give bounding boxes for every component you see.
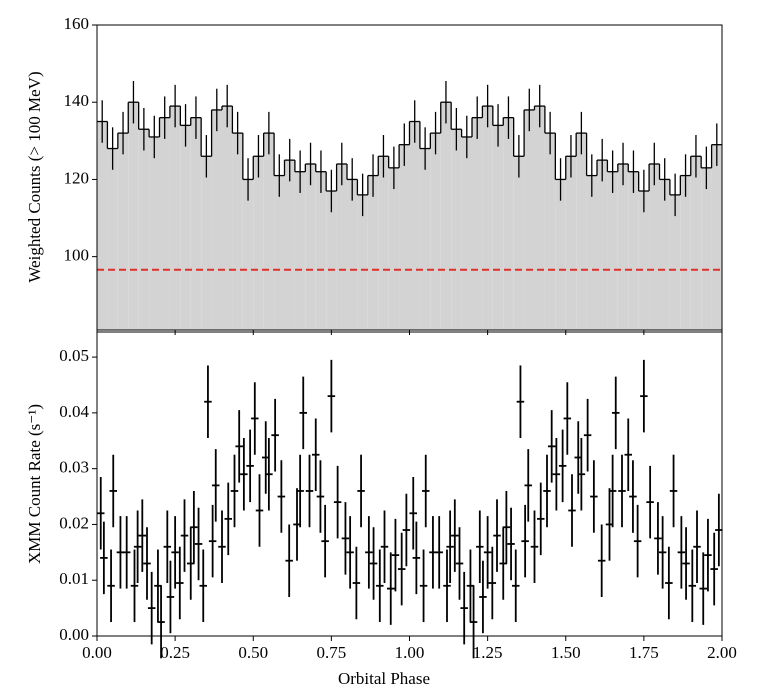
- bar-fill: [617, 163, 629, 330]
- bar-fill: [190, 117, 202, 330]
- bar-fill: [419, 148, 431, 330]
- y-axis-label: XMM Count Rate (s⁻¹): [25, 404, 44, 564]
- bar-fill: [430, 133, 441, 330]
- bar-fill: [180, 125, 191, 330]
- x-tick-label: 0.75: [317, 643, 347, 662]
- bar-fill: [638, 191, 650, 330]
- bar-fill: [513, 156, 525, 330]
- bar-fill: [451, 129, 462, 330]
- y-tick-label: 0.05: [59, 346, 89, 365]
- bar-fill: [555, 179, 566, 330]
- bar-fill: [597, 160, 608, 330]
- y-tick-label: 0.01: [59, 569, 89, 588]
- bar-fill: [472, 117, 483, 330]
- x-tick-label: 1.25: [473, 643, 503, 662]
- bar-fill: [576, 133, 587, 330]
- bar-fill: [159, 117, 170, 330]
- bar-fill: [357, 194, 368, 330]
- x-tick-label: 0.00: [82, 643, 112, 662]
- bar-fill: [274, 175, 285, 330]
- bar-fill: [97, 121, 108, 331]
- y-tick-label: 120: [64, 168, 90, 187]
- bar-fill: [461, 136, 472, 330]
- bar-fill: [128, 102, 139, 331]
- bar-fill: [607, 171, 618, 330]
- y-tick-label: 100: [64, 246, 90, 265]
- bar-fill: [524, 109, 535, 330]
- x-tick-label: 0.50: [238, 643, 268, 662]
- y-tick-label: 0.04: [59, 402, 89, 421]
- bar-fill: [669, 194, 681, 330]
- bar-fill: [326, 191, 337, 330]
- x-tick-label: 1.75: [629, 643, 659, 662]
- bar-fill: [659, 179, 670, 330]
- bar-fill: [649, 163, 660, 330]
- bar-fill: [482, 106, 493, 330]
- bar-fill: [565, 156, 577, 330]
- y-tick-label: 160: [64, 14, 90, 33]
- bar-fill: [701, 167, 712, 330]
- bar-fill: [440, 102, 452, 331]
- bar-fill: [690, 156, 702, 330]
- y-axis-label: Weighted Counts (> 100 MeV): [25, 71, 44, 282]
- bar-fill: [242, 179, 254, 330]
- y-tick-label: 0.02: [59, 513, 89, 532]
- bar-fill: [503, 117, 514, 330]
- bar-fill: [544, 133, 556, 330]
- bar-fill: [305, 163, 316, 330]
- bar-fill: [378, 156, 389, 330]
- bar-fill: [149, 136, 160, 330]
- bar-fill: [211, 109, 222, 330]
- bar-fill: [169, 106, 181, 330]
- x-tick-label: 1.50: [551, 643, 581, 662]
- bar-fill: [492, 125, 504, 330]
- bar-fill: [388, 167, 400, 330]
- bar-fill: [399, 144, 410, 330]
- bar-fill: [263, 133, 275, 330]
- bar-fill: [284, 160, 295, 330]
- bar-fill: [232, 133, 243, 330]
- bar-fill: [367, 175, 379, 330]
- y-tick-label: 0.03: [59, 458, 89, 477]
- x-tick-label: 0.25: [160, 643, 190, 662]
- bar-fill: [222, 106, 233, 330]
- bar-fill: [315, 171, 327, 330]
- bar-fill: [117, 133, 129, 330]
- bar-fill: [628, 171, 639, 330]
- bar-fill: [107, 148, 118, 330]
- y-tick-label: 0.00: [59, 625, 89, 644]
- y-tick-label: 140: [64, 91, 90, 110]
- bar-fill: [409, 121, 420, 331]
- bar-fill: [138, 129, 150, 330]
- bar-fill: [534, 106, 545, 330]
- bar-fill: [711, 144, 722, 330]
- x-tick-label: 2.00: [707, 643, 737, 662]
- bar-fill: [201, 156, 212, 330]
- x-tick-label: 1.00: [395, 643, 425, 662]
- bar-fill: [253, 156, 264, 330]
- bar-fill: [336, 163, 347, 330]
- bar-fill: [586, 175, 597, 330]
- bar-fill: [680, 175, 691, 330]
- bar-fill: [347, 179, 358, 330]
- bar-fill: [294, 171, 306, 330]
- x-axis-label: Orbital Phase: [338, 669, 430, 688]
